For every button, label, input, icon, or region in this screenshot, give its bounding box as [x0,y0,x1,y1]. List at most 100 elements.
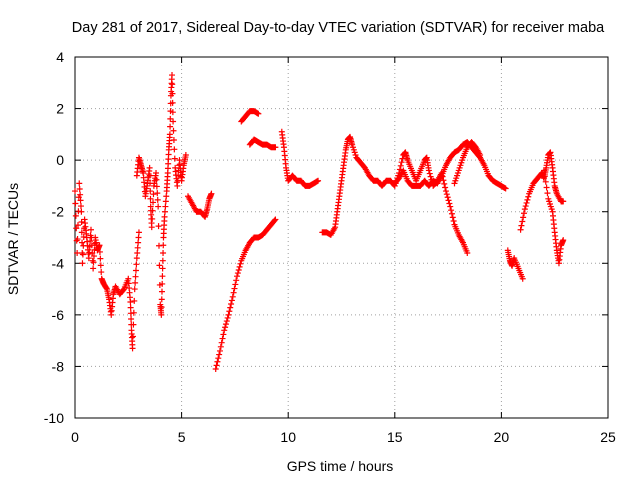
data-point [74,222,81,229]
data-point [132,267,139,274]
data-point [147,188,154,195]
data-point [77,197,84,204]
data-point [560,198,567,205]
data-point [520,214,527,221]
y-tick-label: -10 [44,410,64,426]
data-point [162,198,169,205]
data-point [127,304,134,311]
data-point [131,297,138,304]
data-point [171,155,178,162]
data-point [132,273,139,280]
data-point [226,308,233,315]
data-point [542,178,549,185]
data-point [128,315,135,322]
data-point [541,173,548,180]
data-point [146,164,153,171]
data-point [449,214,456,221]
data-point [97,262,104,269]
data-point [427,173,434,180]
data-point [160,249,167,256]
data-point [96,248,103,255]
data-point [170,137,177,144]
data-point [443,191,450,198]
data-point [502,185,509,192]
data-point [450,217,457,224]
data-point [72,200,79,207]
x-tick-label: 15 [387,429,403,445]
data-point [560,237,567,244]
y-tick-label: -4 [52,255,65,271]
x-tick-label: 25 [600,429,616,445]
data-point [237,260,244,267]
data-point [76,186,83,193]
data-point [255,110,262,117]
data-point [444,194,451,201]
data-point [169,109,176,116]
data-point [166,131,173,138]
data-point [223,318,230,325]
data-point [153,183,160,190]
data-point [169,81,176,88]
data-point [103,285,110,292]
data-point [156,262,163,269]
data-point [150,199,157,206]
data-point [72,188,78,195]
data-point [127,298,134,305]
data-point [87,226,94,233]
data-point [522,203,529,210]
data-point [98,269,105,276]
data-point [155,223,162,230]
data-point [170,118,177,125]
data-point [215,355,222,362]
data-point [525,193,532,200]
data-point [446,200,453,207]
data-point [131,286,138,293]
data-point [159,257,166,264]
data-point [158,311,165,318]
data-point [233,277,240,284]
data-point [224,314,231,321]
data-point [169,90,176,97]
data-point [129,333,136,340]
data-point [225,311,232,318]
data-point [445,197,452,204]
x-tick-label: 5 [178,429,186,445]
data-point [154,190,161,197]
data-point [272,144,279,151]
y-tick-label: -8 [52,358,65,374]
data-point [447,203,454,210]
data-point [521,206,528,213]
data-point [79,260,86,267]
data-point [208,190,215,197]
data-point [73,225,80,232]
y-axis-label: SDTVAR / TECUs [5,183,21,295]
data-point [135,234,142,241]
data-point [147,195,154,202]
data-point [79,239,86,246]
data-point [153,176,160,183]
data-point [271,217,278,224]
x-tick-label: 0 [71,429,79,445]
data-point [216,351,223,358]
data-point [230,289,237,296]
data-point [272,216,279,223]
data-point [158,296,165,303]
data-point [77,203,84,210]
data-point [90,253,97,260]
data-point [154,196,161,203]
data-point [89,249,96,256]
data-point [524,196,531,203]
data-point [519,275,526,282]
data-point [221,327,228,334]
data-point [169,99,176,106]
data-point [72,212,79,219]
data-point [234,270,241,277]
data-point [134,244,141,251]
data-point [518,222,525,229]
data-point [219,335,226,342]
data-point [517,226,524,233]
data-point [76,180,83,187]
data-point [214,358,221,365]
data-point [149,207,156,214]
